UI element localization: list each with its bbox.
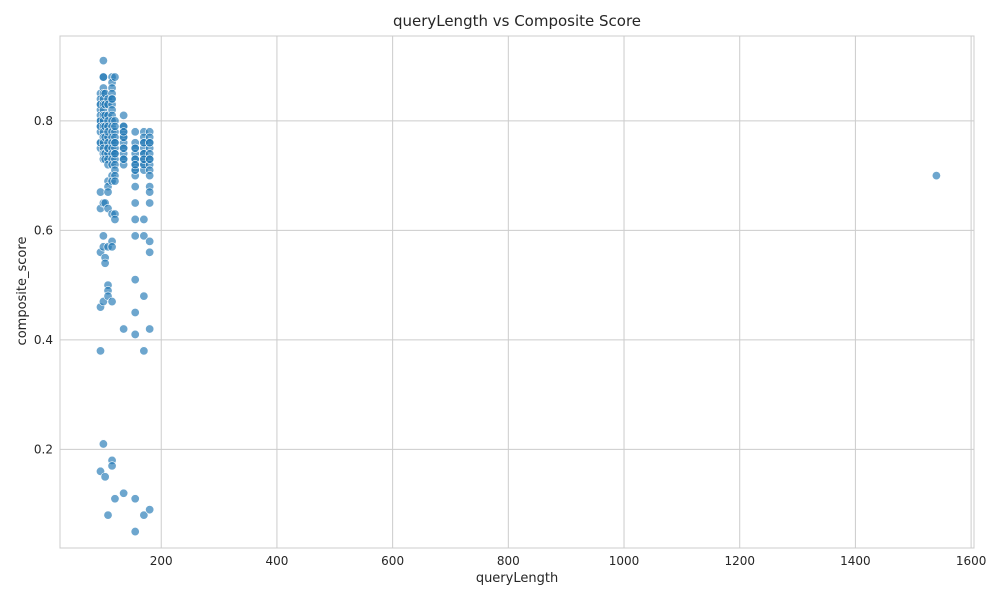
chart-title: queryLength vs Composite Score bbox=[393, 12, 641, 30]
x-tick-label: 800 bbox=[497, 554, 520, 568]
data-point bbox=[145, 505, 155, 515]
data-point bbox=[145, 171, 155, 181]
data-point bbox=[100, 472, 110, 482]
y-tick-labels: 0.2 0.4 0.6 0.8 bbox=[34, 114, 53, 457]
data-point bbox=[119, 110, 129, 120]
data-point bbox=[130, 143, 140, 153]
data-point bbox=[98, 439, 108, 449]
data-point bbox=[130, 127, 140, 137]
data-point bbox=[119, 127, 129, 137]
data-point bbox=[130, 494, 140, 504]
data-point bbox=[130, 329, 140, 339]
data-point bbox=[107, 461, 117, 471]
x-tick-label: 1600 bbox=[956, 554, 987, 568]
data-point bbox=[931, 171, 941, 181]
data-point bbox=[130, 214, 140, 224]
data-point bbox=[139, 231, 149, 241]
x-tick-label: 400 bbox=[265, 554, 288, 568]
data-point bbox=[130, 308, 140, 318]
data-point bbox=[103, 510, 113, 520]
data-point bbox=[98, 231, 108, 241]
x-tick-labels: 200 400 600 800 1000 1200 1400 1600 bbox=[150, 554, 987, 568]
x-tick-label: 1400 bbox=[840, 554, 871, 568]
data-point bbox=[139, 346, 149, 356]
data-point bbox=[130, 160, 140, 170]
data-point bbox=[110, 214, 120, 224]
data-point bbox=[145, 187, 155, 197]
data-point bbox=[139, 510, 149, 520]
data-points bbox=[95, 56, 941, 537]
data-point bbox=[130, 198, 140, 208]
x-tick-label: 200 bbox=[150, 554, 173, 568]
data-point bbox=[130, 182, 140, 192]
data-point bbox=[145, 138, 155, 148]
data-point bbox=[110, 176, 120, 186]
data-point bbox=[110, 72, 120, 82]
data-point bbox=[139, 291, 149, 301]
x-tick-label: 600 bbox=[381, 554, 404, 568]
data-point bbox=[100, 258, 110, 268]
data-point bbox=[139, 214, 149, 224]
data-point bbox=[103, 187, 113, 197]
data-point bbox=[107, 297, 117, 307]
data-point bbox=[110, 121, 120, 131]
data-point bbox=[145, 247, 155, 257]
data-point bbox=[98, 56, 108, 66]
x-tick-label: 1000 bbox=[609, 554, 640, 568]
y-tick-label: 0.8 bbox=[34, 114, 53, 128]
data-point bbox=[107, 94, 117, 104]
plot-frame bbox=[59, 35, 975, 549]
data-point bbox=[119, 324, 129, 334]
data-point bbox=[145, 154, 155, 164]
data-point bbox=[145, 324, 155, 334]
x-tick-label: 1200 bbox=[724, 554, 755, 568]
y-tick-label: 0.4 bbox=[34, 333, 53, 347]
data-point bbox=[110, 149, 120, 159]
data-point bbox=[107, 242, 117, 252]
y-axis-label: composite_score bbox=[15, 237, 30, 346]
x-axis-label: queryLength bbox=[476, 571, 558, 586]
data-point bbox=[130, 527, 140, 537]
data-point bbox=[119, 154, 129, 164]
data-point bbox=[145, 198, 155, 208]
data-point bbox=[145, 236, 155, 246]
data-point bbox=[95, 346, 105, 356]
data-point bbox=[95, 187, 105, 197]
data-point bbox=[110, 494, 120, 504]
data-point bbox=[119, 143, 129, 153]
data-point bbox=[130, 231, 140, 241]
data-point bbox=[130, 275, 140, 285]
y-tick-label: 0.2 bbox=[34, 442, 53, 456]
y-tick-label: 0.6 bbox=[34, 223, 53, 237]
data-point bbox=[119, 488, 129, 498]
data-point bbox=[110, 138, 120, 148]
data-point bbox=[98, 72, 108, 82]
grid-layer bbox=[60, 36, 974, 548]
